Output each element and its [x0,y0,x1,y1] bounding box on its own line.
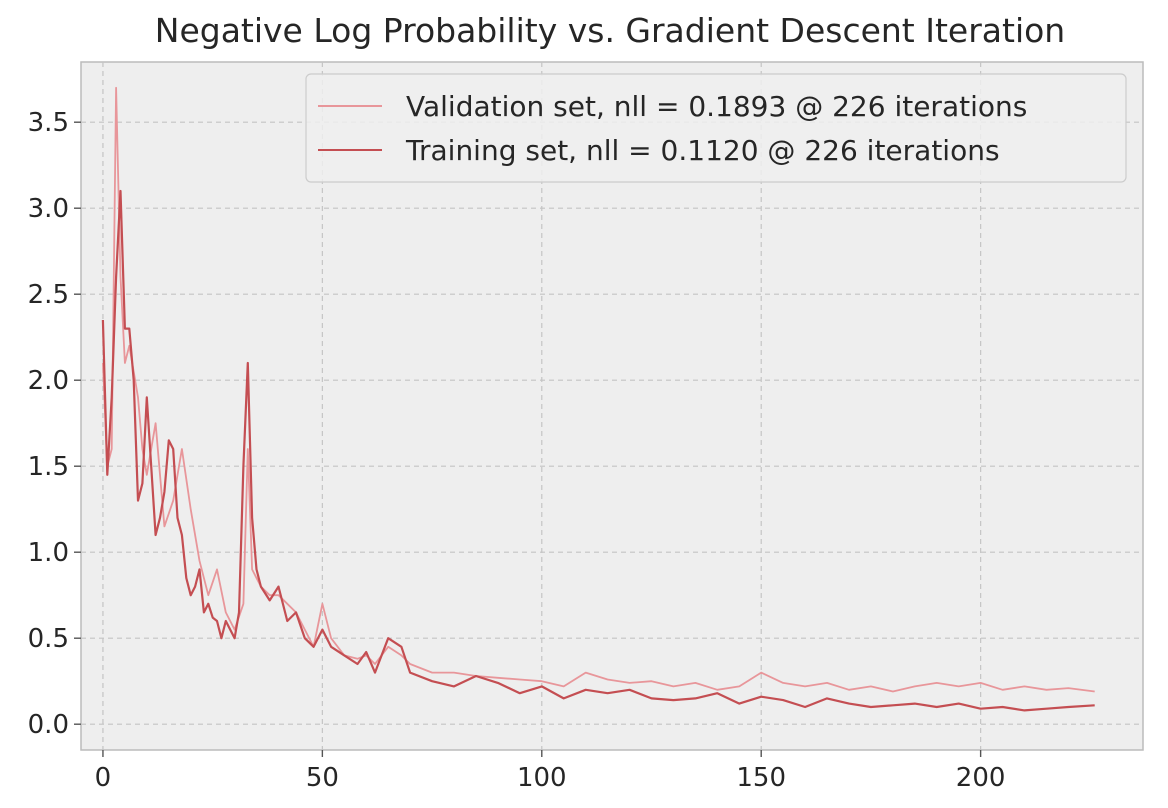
y-tick-label: 0.0 [28,710,69,740]
y-tick-label: 2.0 [28,366,69,396]
series-layer [101,86,1095,712]
series-line-training [101,189,1095,712]
legend-box [305,73,1127,183]
y-tick-label: 3.5 [28,108,69,138]
x-tick-label: 0 [95,763,112,793]
legend-label-training: Training set, nll = 0.1120 @ 226 iterati… [405,134,1000,167]
y-tick-label: 2.5 [28,280,69,310]
y-tick-label: 3.0 [28,194,69,224]
legend: Validation set, nll = 0.1893 @ 226 itera… [305,73,1127,183]
y-tick-label: 1.0 [28,538,69,568]
y-tick-label: 1.5 [28,452,69,482]
legend-label-validation: Validation set, nll = 0.1893 @ 226 itera… [406,90,1027,123]
y-tick-label: 0.5 [28,624,69,654]
series-line-validation [102,86,1095,693]
x-tick-label: 200 [956,763,1006,793]
x-tick-label: 150 [736,763,786,793]
chart-title: Negative Log Probability vs. Gradient De… [155,11,1065,50]
axes: 0 50 100 150 200 0.0 0.5 1.0 1.5 2.0 2.5 3.0 3.5 [28,108,1006,793]
x-tick-label: 100 [517,763,567,793]
x-tick-label: 50 [306,763,339,793]
